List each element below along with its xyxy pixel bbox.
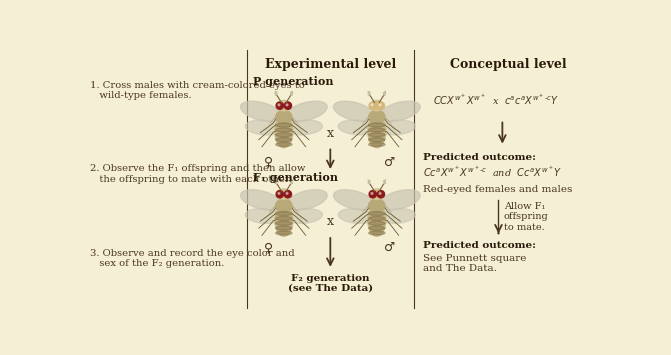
Ellipse shape: [276, 217, 292, 220]
Ellipse shape: [240, 190, 282, 210]
Ellipse shape: [338, 120, 374, 135]
Text: Predicted outcome:: Predicted outcome:: [423, 241, 536, 250]
Text: 2. Observe the F₁ offspring and then allow
   the offspring to mate with each ot: 2. Observe the F₁ offspring and then all…: [90, 164, 305, 184]
Text: ♀: ♀: [264, 156, 273, 169]
Text: 3. Observe and record the eye color and
   sex of the F₂ generation.: 3. Observe and record the eye color and …: [90, 249, 295, 268]
Ellipse shape: [276, 142, 292, 147]
Ellipse shape: [379, 101, 420, 121]
Text: ♂: ♂: [384, 156, 395, 169]
Ellipse shape: [276, 138, 292, 142]
Circle shape: [276, 102, 283, 109]
Circle shape: [377, 102, 384, 109]
Ellipse shape: [368, 212, 385, 215]
Ellipse shape: [368, 133, 385, 137]
Ellipse shape: [368, 204, 386, 236]
Text: $CCX^{w^+}X^{w^+}$  x  $c^ac^aX^{w^+\text{-}c}Y$: $CCX^{w^+}X^{w^+}$ x $c^ac^aX^{w^+\text{…: [433, 93, 559, 107]
Ellipse shape: [368, 128, 385, 132]
Ellipse shape: [276, 110, 292, 124]
Ellipse shape: [277, 100, 291, 111]
Ellipse shape: [276, 199, 292, 212]
Ellipse shape: [275, 204, 293, 236]
Text: Conceptual level: Conceptual level: [450, 58, 567, 71]
Text: P generation: P generation: [253, 76, 333, 87]
Circle shape: [371, 104, 373, 106]
Ellipse shape: [368, 110, 385, 124]
Ellipse shape: [368, 231, 385, 235]
Circle shape: [286, 192, 288, 195]
Text: Predicted outcome:: Predicted outcome:: [423, 153, 536, 162]
Text: See Punnett square
and The Data.: See Punnett square and The Data.: [423, 253, 527, 273]
Ellipse shape: [368, 123, 385, 127]
Ellipse shape: [368, 142, 385, 147]
Ellipse shape: [338, 209, 374, 223]
Circle shape: [285, 191, 292, 198]
Circle shape: [276, 191, 283, 198]
Ellipse shape: [240, 101, 282, 121]
Circle shape: [369, 191, 376, 198]
Text: F₂ generation
(see The Data): F₂ generation (see The Data): [288, 274, 373, 293]
Ellipse shape: [368, 115, 386, 148]
Ellipse shape: [286, 101, 327, 121]
Circle shape: [278, 192, 280, 195]
Ellipse shape: [368, 199, 385, 212]
Text: Allow F₁
offspring
to mate.: Allow F₁ offspring to mate.: [504, 202, 549, 232]
Text: F₁ generation: F₁ generation: [253, 172, 338, 183]
Ellipse shape: [276, 231, 292, 235]
Text: 1. Cross males with cream-colored eyes to
   wild-type females.: 1. Cross males with cream-colored eyes t…: [90, 81, 305, 100]
Text: x: x: [327, 127, 334, 140]
Ellipse shape: [286, 190, 327, 210]
Circle shape: [286, 104, 288, 106]
Ellipse shape: [276, 221, 292, 225]
Ellipse shape: [286, 120, 323, 135]
Ellipse shape: [277, 189, 291, 200]
Ellipse shape: [245, 120, 282, 135]
Circle shape: [379, 192, 381, 195]
Text: x: x: [327, 215, 334, 228]
Ellipse shape: [286, 209, 323, 223]
Ellipse shape: [368, 217, 385, 220]
Text: Experimental level: Experimental level: [264, 58, 396, 71]
Circle shape: [371, 192, 373, 195]
Ellipse shape: [368, 226, 385, 230]
Text: $Cc^aX^{w^+}X^{w^+\text{-}c}$  and  $Cc^aX^{w^+}Y$: $Cc^aX^{w^+}X^{w^+\text{-}c}$ and $Cc^aX…: [423, 164, 562, 179]
Ellipse shape: [276, 123, 292, 127]
Ellipse shape: [379, 209, 415, 223]
Circle shape: [369, 102, 376, 109]
Ellipse shape: [333, 190, 374, 210]
Text: ♀: ♀: [264, 241, 273, 254]
Ellipse shape: [276, 128, 292, 132]
Ellipse shape: [368, 221, 385, 225]
Circle shape: [379, 104, 381, 106]
Text: ♂: ♂: [384, 241, 395, 254]
Ellipse shape: [276, 133, 292, 137]
Circle shape: [285, 102, 292, 109]
Ellipse shape: [370, 100, 383, 111]
Ellipse shape: [276, 226, 292, 230]
Ellipse shape: [379, 190, 420, 210]
Text: Red-eyed females and males: Red-eyed females and males: [423, 185, 573, 194]
Ellipse shape: [245, 209, 282, 223]
Ellipse shape: [275, 115, 293, 148]
Ellipse shape: [368, 138, 385, 142]
Ellipse shape: [276, 212, 292, 215]
Ellipse shape: [379, 120, 415, 135]
Ellipse shape: [333, 101, 374, 121]
Circle shape: [278, 104, 280, 106]
Ellipse shape: [370, 189, 383, 200]
Circle shape: [377, 191, 384, 198]
